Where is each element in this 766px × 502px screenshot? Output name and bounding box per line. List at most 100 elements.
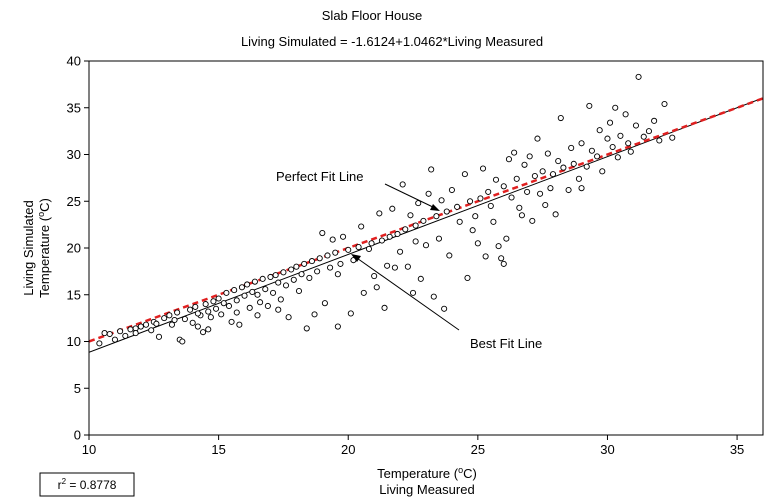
data-point xyxy=(454,203,461,210)
data-point xyxy=(412,238,419,245)
data-point xyxy=(142,321,150,328)
data-point xyxy=(334,271,341,278)
y-axis-ticks: 0 5 10 15 20 25 30 35 40 xyxy=(67,54,89,443)
data-point xyxy=(511,149,518,156)
y-tick-label: 0 xyxy=(74,428,81,443)
data-point xyxy=(604,135,611,142)
data-point xyxy=(609,143,616,151)
data-point xyxy=(526,153,533,160)
data-point xyxy=(537,190,544,197)
data-point xyxy=(347,310,354,317)
data-point xyxy=(202,301,209,308)
fit-lines xyxy=(89,97,763,353)
data-point xyxy=(264,302,271,310)
data-point xyxy=(171,316,178,324)
data-point xyxy=(189,319,196,326)
data-point xyxy=(303,325,310,332)
data-point xyxy=(531,172,538,180)
data-point xyxy=(205,326,212,333)
data-point xyxy=(503,235,510,242)
data-point xyxy=(355,244,362,251)
data-point xyxy=(495,243,502,250)
perfect-fit-arrowhead xyxy=(430,204,440,211)
data-point xyxy=(244,281,251,288)
data-point xyxy=(435,235,443,242)
data-point xyxy=(329,236,336,243)
data-point xyxy=(661,100,668,108)
data-point xyxy=(327,264,334,271)
data-point xyxy=(373,284,380,291)
data-point xyxy=(542,201,549,209)
data-point xyxy=(262,286,269,293)
data-point xyxy=(498,255,505,262)
data-point xyxy=(479,165,487,172)
data-point xyxy=(251,278,258,285)
data-point xyxy=(308,258,315,265)
data-point xyxy=(461,171,468,178)
data-point xyxy=(544,150,551,157)
chart-subtitle: Living Simulated = -1.6124+1.0462*Living… xyxy=(241,34,543,49)
data-point xyxy=(161,315,168,322)
data-point xyxy=(607,119,614,126)
data-point xyxy=(285,314,292,321)
data-point xyxy=(174,309,181,316)
data-point xyxy=(137,323,144,330)
data-point xyxy=(586,102,593,109)
data-point xyxy=(612,104,619,111)
y-tick-label: 15 xyxy=(67,287,81,302)
data-point xyxy=(409,289,417,296)
y-axis-title-line2: Temperature (oC) xyxy=(36,198,52,298)
data-point xyxy=(583,163,590,170)
data-point xyxy=(549,171,557,178)
data-point xyxy=(521,161,528,168)
data-point xyxy=(96,340,103,347)
data-points xyxy=(96,73,676,347)
data-point xyxy=(301,260,308,267)
data-point xyxy=(539,168,546,175)
data-point xyxy=(599,168,606,175)
data-point xyxy=(438,197,445,204)
data-point xyxy=(492,176,500,183)
data-point xyxy=(288,266,295,273)
data-point xyxy=(407,212,414,219)
data-point xyxy=(319,229,326,237)
data-point xyxy=(391,264,398,271)
r-squared-value: r2 = 0.8778 xyxy=(58,477,117,492)
data-point xyxy=(614,154,621,161)
data-point xyxy=(547,185,554,192)
data-point xyxy=(365,245,373,252)
data-point xyxy=(448,186,455,194)
data-point xyxy=(596,127,603,134)
data-point xyxy=(275,279,282,286)
data-point xyxy=(399,181,406,188)
data-point xyxy=(404,263,411,270)
data-point xyxy=(656,137,663,144)
data-point xyxy=(280,269,287,276)
data-point xyxy=(295,287,303,295)
data-point xyxy=(241,292,248,299)
data-point xyxy=(485,188,492,195)
data-point xyxy=(101,330,108,337)
data-point xyxy=(259,275,266,282)
data-point xyxy=(570,160,577,167)
data-point xyxy=(555,157,562,165)
x-tick-label: 25 xyxy=(471,442,485,457)
data-point xyxy=(422,242,430,249)
data-point xyxy=(505,156,513,163)
data-point xyxy=(640,133,647,140)
data-point xyxy=(223,289,230,296)
data-point xyxy=(482,253,489,260)
data-point xyxy=(314,268,321,275)
data-point xyxy=(469,227,476,234)
data-point xyxy=(417,275,424,282)
data-point xyxy=(192,303,199,310)
data-point xyxy=(394,230,401,238)
data-point xyxy=(122,332,129,339)
data-point xyxy=(508,194,515,201)
data-point xyxy=(148,327,155,334)
data-point xyxy=(228,318,235,325)
y-tick-label: 10 xyxy=(67,334,81,349)
data-point xyxy=(275,306,282,313)
data-point xyxy=(560,164,567,171)
data-point xyxy=(645,128,652,135)
